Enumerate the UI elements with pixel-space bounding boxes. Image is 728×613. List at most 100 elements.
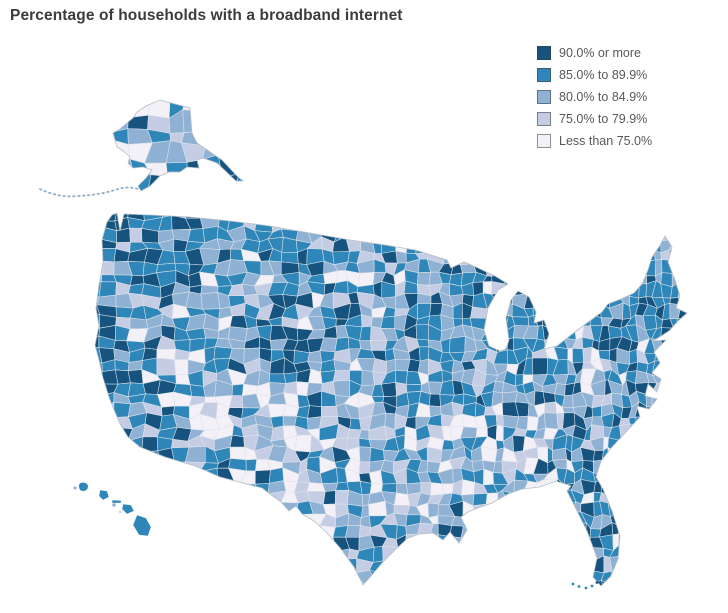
county[interactable] xyxy=(563,589,577,603)
county[interactable] xyxy=(711,194,721,206)
county[interactable] xyxy=(644,534,657,548)
county[interactable] xyxy=(513,535,529,551)
county[interactable] xyxy=(200,291,221,310)
legend-item-85-89[interactable]: 85.0% to 89.9% xyxy=(537,64,652,86)
county[interactable] xyxy=(636,435,650,452)
county[interactable] xyxy=(642,569,658,584)
county[interactable] xyxy=(669,237,681,251)
county[interactable] xyxy=(512,522,529,539)
county[interactable] xyxy=(704,545,713,561)
county[interactable] xyxy=(505,215,518,229)
county[interactable] xyxy=(97,472,115,481)
county[interactable] xyxy=(709,381,719,397)
county[interactable] xyxy=(589,226,606,241)
county[interactable] xyxy=(502,251,517,266)
county[interactable] xyxy=(335,578,350,594)
county[interactable] xyxy=(440,206,455,222)
legend-item-75-79[interactable]: 75.0% to 79.9% xyxy=(537,108,652,130)
county[interactable] xyxy=(392,580,408,594)
county[interactable] xyxy=(108,189,131,206)
county[interactable] xyxy=(706,264,713,275)
county[interactable] xyxy=(710,447,722,461)
island-maui[interactable] xyxy=(121,503,135,515)
county[interactable] xyxy=(680,590,690,601)
county[interactable] xyxy=(525,547,535,563)
county[interactable] xyxy=(427,236,443,254)
county[interactable] xyxy=(258,593,274,604)
island-lanai[interactable] xyxy=(111,502,117,508)
county[interactable] xyxy=(470,205,487,221)
county[interactable] xyxy=(282,560,300,570)
county[interactable] xyxy=(677,545,688,559)
county[interactable] xyxy=(495,424,504,442)
county[interactable] xyxy=(229,434,245,448)
county[interactable] xyxy=(96,80,114,103)
county[interactable] xyxy=(571,209,584,220)
county[interactable] xyxy=(165,184,183,208)
county[interactable] xyxy=(356,214,371,229)
county[interactable] xyxy=(114,590,129,602)
county[interactable] xyxy=(242,523,257,541)
county[interactable] xyxy=(180,173,202,193)
county[interactable] xyxy=(515,569,529,582)
county[interactable] xyxy=(491,207,509,217)
county[interactable] xyxy=(187,513,205,529)
county[interactable] xyxy=(695,304,703,319)
county[interactable] xyxy=(686,280,698,299)
county[interactable] xyxy=(637,526,646,539)
county[interactable] xyxy=(676,206,687,218)
county[interactable] xyxy=(395,370,408,385)
county[interactable] xyxy=(552,566,563,581)
county[interactable] xyxy=(613,226,619,245)
county[interactable] xyxy=(253,96,279,118)
county[interactable] xyxy=(621,456,632,474)
county[interactable] xyxy=(555,258,568,275)
county[interactable] xyxy=(523,258,534,277)
county[interactable] xyxy=(182,96,205,112)
county[interactable] xyxy=(665,207,671,221)
county[interactable] xyxy=(525,227,539,242)
county[interactable] xyxy=(110,101,133,119)
county[interactable] xyxy=(686,249,698,263)
county[interactable] xyxy=(667,214,680,233)
county[interactable] xyxy=(460,426,478,439)
county[interactable] xyxy=(220,186,241,203)
county[interactable] xyxy=(473,238,487,252)
county[interactable] xyxy=(505,205,519,217)
county[interactable] xyxy=(81,405,104,418)
county[interactable] xyxy=(661,566,673,584)
county[interactable] xyxy=(675,318,689,326)
county[interactable] xyxy=(158,500,175,515)
county[interactable] xyxy=(497,195,508,210)
county[interactable] xyxy=(113,458,132,474)
county[interactable] xyxy=(627,423,641,441)
county[interactable] xyxy=(141,569,164,581)
county[interactable] xyxy=(129,317,149,330)
county[interactable] xyxy=(659,479,674,495)
county[interactable] xyxy=(681,361,687,375)
county[interactable] xyxy=(190,468,205,481)
county[interactable] xyxy=(228,207,245,222)
county[interactable] xyxy=(416,580,434,593)
county[interactable] xyxy=(491,522,504,540)
county[interactable] xyxy=(83,423,100,440)
county[interactable] xyxy=(617,512,633,529)
county[interactable] xyxy=(552,239,567,254)
county[interactable] xyxy=(253,113,275,134)
county[interactable] xyxy=(636,213,646,230)
county[interactable] xyxy=(144,590,159,606)
county[interactable] xyxy=(441,194,455,207)
county[interactable] xyxy=(704,424,711,437)
county[interactable] xyxy=(484,216,493,231)
county[interactable] xyxy=(592,270,605,284)
county[interactable] xyxy=(394,593,408,604)
county[interactable] xyxy=(602,195,614,210)
county[interactable] xyxy=(506,337,514,351)
county[interactable] xyxy=(561,566,578,581)
county[interactable] xyxy=(561,556,575,570)
county[interactable] xyxy=(642,259,657,277)
county[interactable] xyxy=(114,479,132,493)
county[interactable] xyxy=(703,315,710,327)
florida-key-island[interactable] xyxy=(595,581,599,584)
county[interactable] xyxy=(269,501,284,517)
